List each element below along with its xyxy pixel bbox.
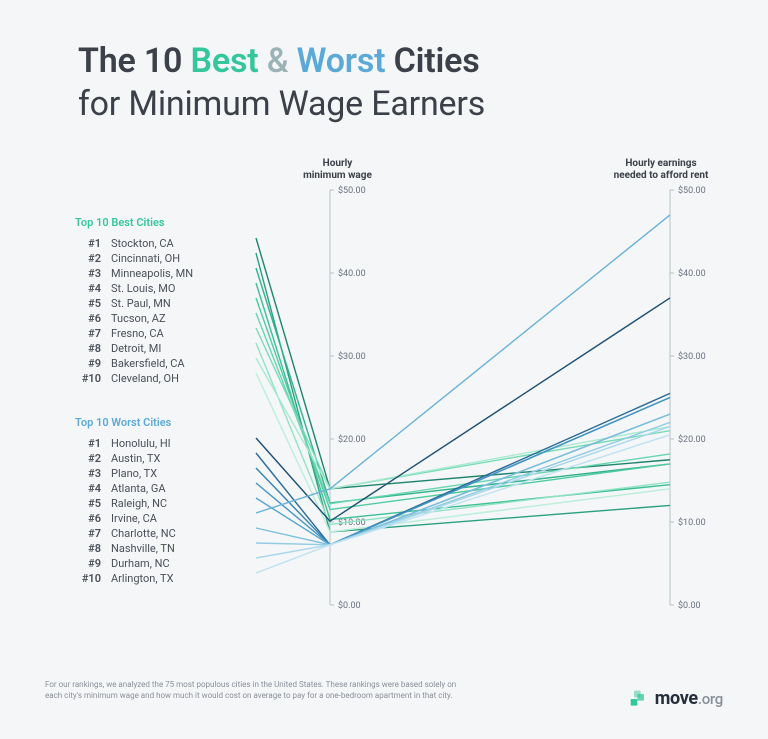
svg-text:$10.00: $10.00 bbox=[678, 517, 706, 528]
slope-line bbox=[256, 358, 670, 489]
svg-text:$50.00: $50.00 bbox=[338, 185, 366, 196]
slope-chart: $0.00$0.00$10.00$10.00$20.00$20.00$30.00… bbox=[0, 0, 768, 739]
brand-logo: move.org bbox=[629, 688, 723, 709]
svg-text:$30.00: $30.00 bbox=[678, 351, 706, 362]
slope-line bbox=[256, 238, 670, 489]
svg-text:$20.00: $20.00 bbox=[678, 434, 706, 445]
svg-text:$30.00: $30.00 bbox=[338, 351, 366, 362]
svg-text:$0.00: $0.00 bbox=[338, 600, 361, 611]
svg-text:$40.00: $40.00 bbox=[678, 268, 706, 279]
svg-text:$20.00: $20.00 bbox=[338, 434, 366, 445]
slope-line bbox=[256, 435, 670, 573]
logo-mark-icon bbox=[629, 689, 649, 709]
svg-text:$0.00: $0.00 bbox=[678, 600, 701, 611]
logo-text: move.org bbox=[655, 688, 723, 709]
footnote: For our rankings, we analyzed the 75 mos… bbox=[45, 679, 465, 701]
svg-text:$50.00: $50.00 bbox=[678, 185, 706, 196]
infographic-canvas: The 10 Best & Worst Cities for Minimum W… bbox=[0, 0, 768, 739]
svg-text:$40.00: $40.00 bbox=[338, 268, 366, 279]
